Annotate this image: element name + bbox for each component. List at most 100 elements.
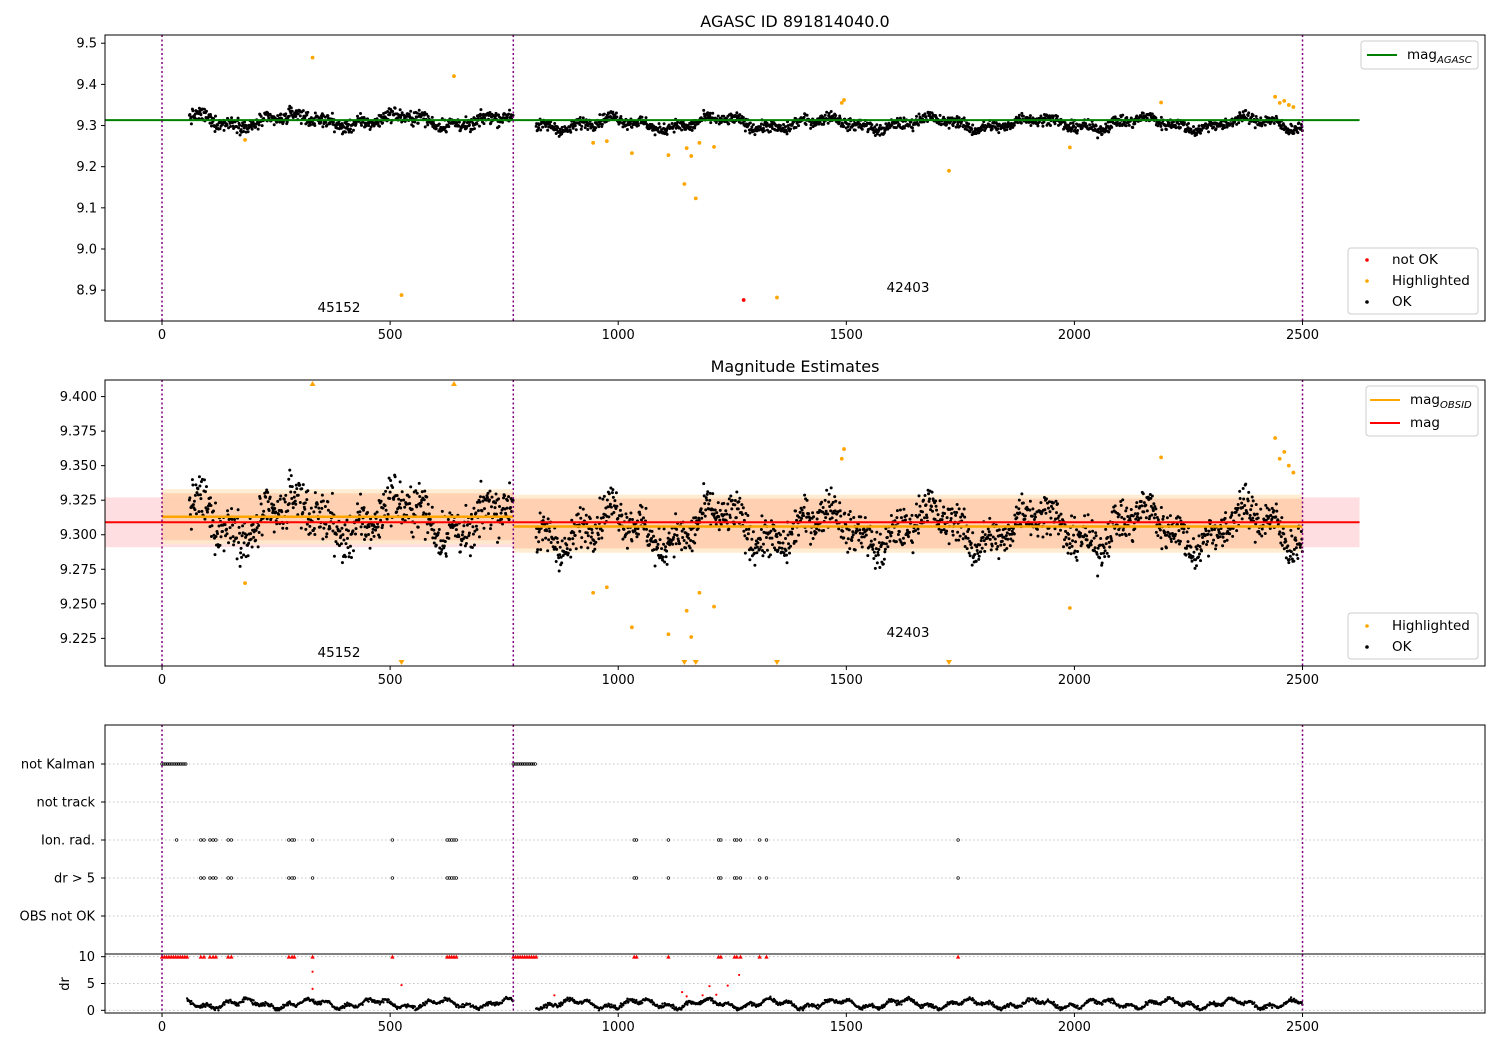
ok-point (497, 113, 501, 117)
ok-point (811, 511, 815, 515)
ok-point (1165, 533, 1169, 537)
ok-point (259, 502, 263, 506)
ok-point (839, 514, 843, 518)
ok-point (439, 539, 443, 543)
ok-point (330, 491, 334, 495)
ok-point (485, 495, 489, 499)
ok-point (874, 554, 878, 558)
ok-point (809, 542, 813, 546)
ok-point (1177, 529, 1181, 533)
ok-point (730, 498, 734, 502)
ok-point (641, 516, 645, 520)
ok-point (203, 490, 207, 494)
ok-point (908, 517, 912, 521)
ok-point (374, 528, 378, 532)
ok-point (332, 554, 336, 558)
ok-point (289, 106, 293, 110)
ok-point (1141, 492, 1145, 496)
ok-point (597, 125, 601, 129)
ok-point (565, 547, 569, 551)
ok-point (554, 132, 558, 136)
flag-point (164, 762, 168, 766)
ok-point (389, 479, 393, 483)
ok-point (716, 114, 720, 118)
dr-point (241, 998, 245, 1001)
ok-point (1269, 513, 1273, 517)
ok-point (874, 547, 878, 551)
highlighted-point (697, 590, 702, 595)
ok-point (859, 515, 863, 519)
ok-point (283, 500, 287, 504)
dr-point (242, 1000, 245, 1004)
ok-point (951, 533, 955, 537)
ok-point (895, 516, 899, 520)
ok-point (343, 523, 347, 527)
ok-point (995, 547, 999, 551)
ok-point (322, 526, 326, 530)
ok-point (258, 496, 262, 500)
ok-point (213, 129, 217, 133)
ok-point (1174, 540, 1178, 544)
ok-point (814, 531, 818, 535)
flag-point (764, 838, 769, 842)
ok-point (274, 510, 278, 514)
ok-point (755, 545, 759, 549)
ok-point (362, 508, 366, 512)
ok-point (287, 107, 291, 111)
ok-point (225, 123, 229, 127)
ok-point (965, 547, 969, 551)
ok-point (1099, 129, 1103, 133)
ok-point (973, 552, 977, 556)
ok-point (1235, 529, 1239, 533)
ok-point (447, 125, 451, 129)
ok-point (287, 114, 291, 118)
ok-point (320, 493, 324, 497)
flag-point (184, 762, 188, 766)
flag-point (208, 876, 212, 880)
ok-point (560, 539, 564, 543)
ok-point (622, 527, 626, 531)
ok-point (1069, 121, 1073, 125)
ok-point (1073, 549, 1077, 553)
ok-point (957, 538, 961, 542)
ok-point (847, 513, 851, 517)
ok-point (748, 558, 752, 562)
ok-point (585, 531, 589, 535)
ok-point (306, 110, 310, 114)
ok-point (911, 551, 915, 555)
ok-point (349, 555, 353, 559)
ok-point (583, 540, 587, 544)
ok-point (398, 108, 402, 112)
ok-point (364, 124, 368, 128)
ok-point (395, 510, 399, 514)
ok-point (538, 511, 542, 515)
ok-point (677, 539, 681, 543)
ok-point (665, 549, 669, 553)
ok-point (685, 541, 689, 545)
ok-point (1250, 495, 1254, 499)
ok-point (810, 121, 814, 125)
flag-point (719, 876, 723, 880)
ok-point (718, 518, 722, 522)
ok-point (378, 124, 382, 128)
ok-point (487, 113, 491, 117)
ok-point (1059, 512, 1063, 516)
dr-point (367, 1000, 370, 1003)
ok-point (473, 529, 477, 533)
ok-point (979, 550, 983, 554)
ok-point (680, 548, 684, 552)
ok-point (193, 508, 197, 512)
ok-point (1221, 544, 1225, 548)
ok-point (249, 537, 253, 541)
ok-point (226, 509, 230, 513)
ok-point (476, 509, 480, 513)
ok-point (957, 116, 961, 120)
ok-point (875, 123, 879, 127)
ok-point (640, 505, 644, 509)
ok-point (318, 510, 322, 514)
ok-point (1278, 530, 1282, 534)
ok-point (883, 550, 887, 554)
ok-point (601, 497, 605, 501)
ok-point (1204, 529, 1208, 533)
ok-point (1161, 515, 1165, 519)
